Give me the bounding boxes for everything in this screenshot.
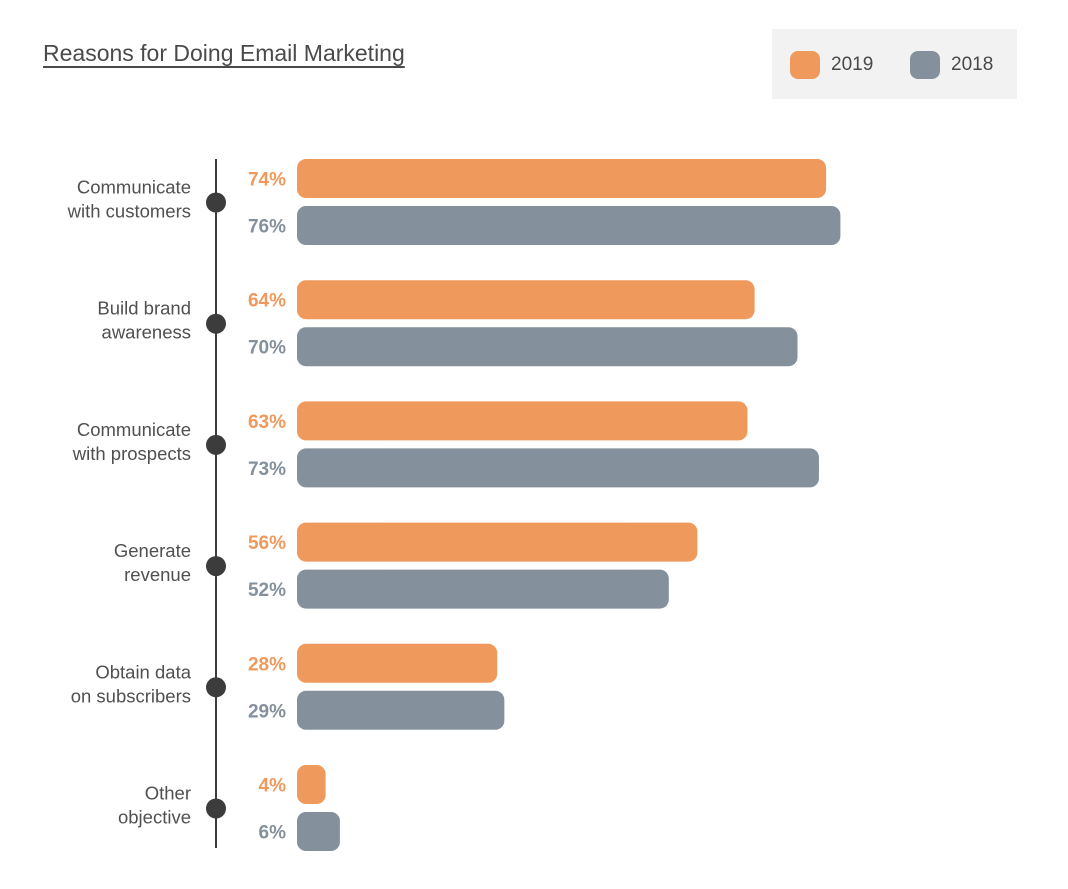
data-label-2019: 74% xyxy=(248,170,286,191)
data-label-2018: 52% xyxy=(248,580,286,601)
legend-swatch-2018 xyxy=(910,51,940,79)
bar-2018 xyxy=(297,327,798,367)
category-marker-dot xyxy=(206,434,226,455)
category-label: Obtain data xyxy=(95,661,191,682)
legend-swatch-2019 xyxy=(790,51,820,79)
category-label: on subscribers xyxy=(71,685,191,706)
data-label-2018: 73% xyxy=(248,459,286,480)
category-label: awareness xyxy=(102,322,191,343)
bar-2019 xyxy=(297,159,827,198)
category-marker-dot xyxy=(206,313,226,334)
data-label-2019: 64% xyxy=(248,291,286,312)
chart-title: Reasons for Doing Email Marketing xyxy=(43,40,405,66)
data-label-2019: 63% xyxy=(248,412,286,433)
bar-2018 xyxy=(297,690,505,730)
category-marker-dot xyxy=(206,556,226,577)
data-label-2018: 6% xyxy=(259,823,287,844)
data-label-2019: 4% xyxy=(259,776,287,797)
category-label: Other xyxy=(145,783,191,804)
bar-2019 xyxy=(297,401,748,441)
bar-2019 xyxy=(297,765,326,804)
category-label: Build brand xyxy=(97,298,191,319)
category-marker-dot xyxy=(206,192,226,213)
bar-2019 xyxy=(297,643,498,683)
bar-2019 xyxy=(297,522,698,562)
bar-2018 xyxy=(297,206,841,245)
category-label: with prospects xyxy=(72,443,191,464)
category-label: Generate xyxy=(114,540,191,561)
legend-label-2019: 2019 xyxy=(831,54,874,75)
legend: 2019 2018 xyxy=(772,29,1017,99)
data-label-2018: 70% xyxy=(248,338,286,359)
category-label: with customers xyxy=(67,201,191,222)
category-label: Communicate xyxy=(77,419,191,440)
bar-2018 xyxy=(297,812,340,851)
legend-label-2018: 2018 xyxy=(951,54,994,75)
data-label-2019: 28% xyxy=(248,654,286,675)
bar-2019 xyxy=(297,280,755,320)
category-label: revenue xyxy=(124,564,191,585)
category-marker-dot xyxy=(206,677,226,698)
data-label-2019: 56% xyxy=(248,533,286,554)
category-label: Communicate xyxy=(77,177,191,198)
category-label: objective xyxy=(118,807,191,828)
category-marker-dot xyxy=(206,798,226,819)
data-label-2018: 29% xyxy=(248,701,286,722)
bar-2018 xyxy=(297,569,669,609)
bar-2018 xyxy=(297,448,819,488)
data-label-2018: 76% xyxy=(248,217,286,238)
